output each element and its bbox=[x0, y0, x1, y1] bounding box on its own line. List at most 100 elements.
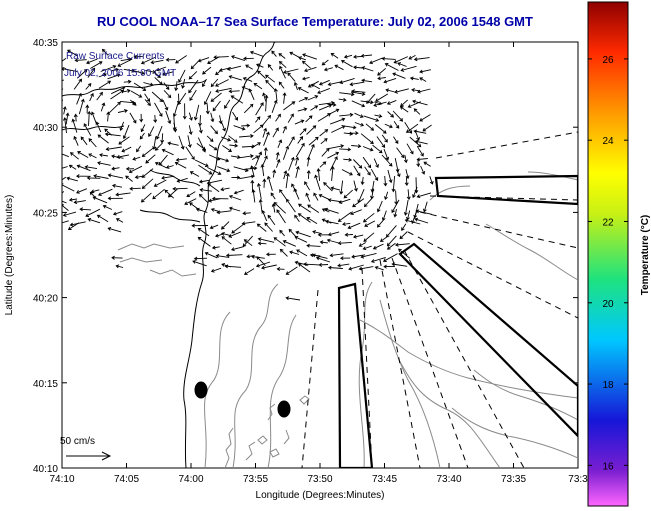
current-vector bbox=[347, 222, 361, 230]
current-vector bbox=[172, 186, 188, 191]
current-vector bbox=[352, 198, 365, 208]
current-vector bbox=[271, 99, 278, 113]
current-vector bbox=[228, 135, 238, 143]
current-vector bbox=[216, 210, 232, 215]
current-vector bbox=[317, 113, 332, 122]
current-vector bbox=[298, 96, 309, 102]
current-vector bbox=[193, 104, 200, 121]
current-vector bbox=[330, 165, 335, 181]
current-vector bbox=[151, 91, 164, 103]
current-vector bbox=[203, 91, 212, 106]
current-vector bbox=[128, 165, 143, 174]
y-axis-ticks: 40:35 40:30 40:25 40:20 40:15 40:10 bbox=[33, 38, 578, 475]
current-vector bbox=[117, 58, 133, 67]
current-vector bbox=[416, 145, 424, 157]
current-vector bbox=[115, 192, 131, 197]
current-vector bbox=[263, 131, 270, 146]
current-vector bbox=[379, 236, 388, 242]
current-vector bbox=[311, 253, 328, 259]
current-vector bbox=[173, 122, 178, 133]
current-vector bbox=[228, 194, 242, 201]
current-vector bbox=[289, 51, 301, 59]
current-vector bbox=[217, 157, 230, 163]
current-vector bbox=[341, 169, 353, 176]
current-vector bbox=[349, 131, 359, 136]
current-vector bbox=[419, 114, 431, 122]
current-vector bbox=[273, 88, 278, 101]
legend-line-1: Raw Surface Currents bbox=[66, 51, 164, 62]
current-vector bbox=[296, 249, 308, 257]
current-vector bbox=[420, 165, 426, 175]
y-tick-label: 40:10 bbox=[33, 464, 58, 475]
current-vector bbox=[282, 92, 287, 104]
current-vector bbox=[238, 154, 254, 159]
current-vector bbox=[189, 171, 200, 177]
current-vector bbox=[68, 197, 78, 202]
current-vector bbox=[192, 260, 207, 267]
current-vector bbox=[73, 78, 82, 90]
current-vector bbox=[243, 103, 254, 114]
current-vector bbox=[337, 241, 352, 246]
current-vector bbox=[323, 181, 333, 192]
current-vector bbox=[306, 156, 311, 167]
current-vector bbox=[62, 106, 67, 115]
current-vector bbox=[372, 144, 383, 154]
current-vector bbox=[276, 209, 286, 224]
current-vector bbox=[316, 167, 321, 181]
current-vector bbox=[403, 155, 408, 164]
current-vector bbox=[202, 66, 212, 75]
current-vector bbox=[185, 146, 195, 161]
current-vector bbox=[193, 256, 208, 261]
current-vector bbox=[175, 55, 187, 64]
current-vector bbox=[207, 183, 220, 193]
current-vector bbox=[121, 88, 131, 93]
current-vector bbox=[242, 76, 253, 82]
current-vector bbox=[353, 65, 363, 70]
current-vector bbox=[408, 55, 416, 60]
current-vector bbox=[342, 222, 351, 227]
current-vector bbox=[358, 242, 367, 247]
current-vector bbox=[285, 296, 301, 301]
current-vector bbox=[406, 189, 411, 201]
current-vector bbox=[363, 232, 375, 242]
current-vector bbox=[198, 164, 213, 175]
current-vector bbox=[76, 92, 82, 105]
current-vector bbox=[271, 203, 276, 213]
current-vector bbox=[314, 174, 321, 191]
current-vector bbox=[278, 53, 286, 59]
current-vector bbox=[364, 166, 371, 176]
current-vector bbox=[381, 134, 388, 143]
current-vector bbox=[167, 141, 179, 146]
current-vector bbox=[351, 144, 362, 149]
current-vector bbox=[95, 121, 102, 133]
current-vector bbox=[294, 214, 300, 223]
current-vector bbox=[213, 55, 229, 60]
current-vector bbox=[66, 49, 78, 56]
current-vector bbox=[301, 76, 310, 81]
current-vector bbox=[414, 217, 429, 224]
current-vector bbox=[287, 72, 296, 82]
current-vector bbox=[412, 99, 428, 106]
current-vector bbox=[299, 128, 307, 136]
current-vector bbox=[384, 123, 393, 129]
current-vector bbox=[257, 237, 275, 243]
current-vector bbox=[121, 146, 132, 153]
current-vector bbox=[90, 111, 97, 124]
current-vector bbox=[279, 65, 286, 79]
current-vector bbox=[361, 78, 373, 83]
colorbar bbox=[587, 1, 629, 507]
current-vector bbox=[363, 115, 380, 122]
current-vector bbox=[386, 242, 396, 250]
current-vector bbox=[374, 114, 383, 119]
current-vector bbox=[429, 176, 434, 185]
current-vector bbox=[404, 121, 413, 134]
current-vector bbox=[383, 264, 395, 269]
current-vector bbox=[178, 69, 186, 83]
x-tick-label: 73:45 bbox=[372, 474, 397, 485]
current-vector bbox=[422, 124, 432, 132]
surface-current-vectors bbox=[62, 48, 434, 301]
current-vector bbox=[204, 251, 218, 259]
current-vector bbox=[381, 154, 393, 167]
current-vector bbox=[262, 178, 267, 188]
current-vector bbox=[394, 242, 410, 247]
